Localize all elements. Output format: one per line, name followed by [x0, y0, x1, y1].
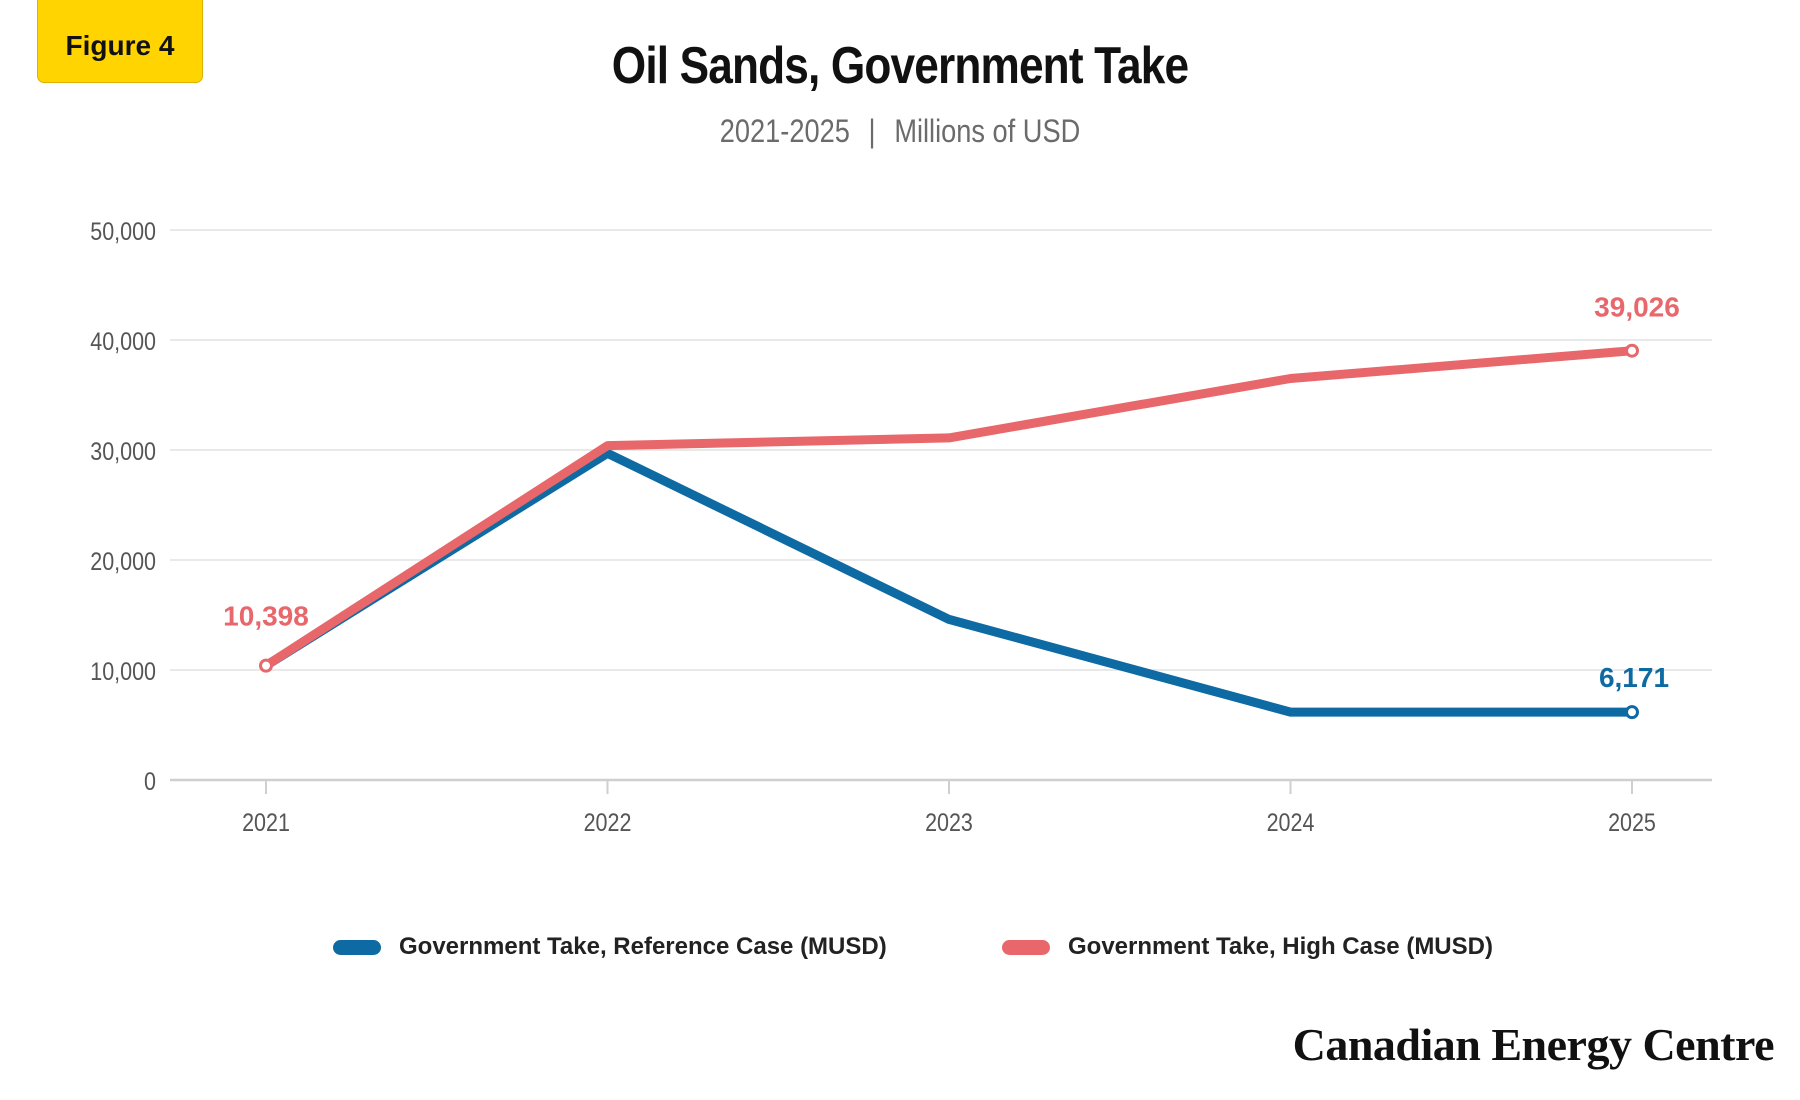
grid-layer	[170, 229, 1712, 671]
x-tick-label: 2023	[925, 808, 973, 836]
marker-high-end	[1625, 343, 1639, 358]
subtitle-units: Millions of USD	[894, 113, 1081, 149]
y-tick-label: 20,000	[90, 547, 156, 575]
legend-label-reference: Government Take, Reference Case (MUSD)	[399, 933, 887, 960]
data-label-high-start: 10,398	[223, 601, 309, 632]
data-label-high-end: 39,026	[1594, 292, 1680, 323]
brand-logo-text: Canadian Energy Centre	[1292, 1019, 1775, 1070]
legend-label-high: Government Take, High Case (MUSD)	[1068, 933, 1493, 960]
legend-swatch-high	[1002, 939, 1050, 955]
chart-title: Oil Sands, Government Take	[611, 37, 1189, 95]
figure-badge: Figure 4	[37, 0, 203, 83]
legend-item-reference: Government Take, Reference Case (MUSD)	[333, 933, 887, 961]
x-tick-label: 2022	[584, 808, 632, 836]
x-tick-label: 2024	[1267, 808, 1315, 836]
subtitle-range: 2021-2025	[719, 113, 850, 149]
data-label-reference-end: 6,171	[1599, 662, 1669, 693]
y-tick-label: 40,000	[90, 327, 156, 355]
series-layer	[259, 343, 1639, 720]
x-tick-label: 2025	[1608, 808, 1656, 836]
chart-legend: Government Take, Reference Case (MUSD) G…	[0, 933, 1800, 973]
y-tick-label: 30,000	[90, 437, 156, 465]
y-tick-label: 50,000	[90, 217, 156, 245]
label-layer: 10,398 39,026 6,171	[223, 292, 1680, 693]
subtitle-separator: |	[868, 113, 876, 149]
y-tick-label: 0	[144, 767, 156, 795]
line-chart: 0 10,000 20,000 30,000 40,000 50,000 2021 2022 2…	[90, 217, 1712, 836]
marker-high-start	[259, 658, 273, 673]
legend-swatch-reference	[333, 939, 381, 955]
axis-layer: 0 10,000 20,000 30,000 40,000 50,000 2021 2022 2…	[90, 217, 1712, 836]
marker-reference-end	[1625, 705, 1639, 720]
y-tick-label: 10,000	[90, 657, 156, 685]
series-line-reference	[261, 448, 1637, 717]
x-tick-label: 2021	[242, 808, 290, 836]
legend-item-high: Government Take, High Case (MUSD)	[1002, 933, 1493, 961]
series-line-high	[261, 346, 1637, 671]
chart-subtitle: 2021-2025 | Millions of USD	[135, 113, 1665, 150]
